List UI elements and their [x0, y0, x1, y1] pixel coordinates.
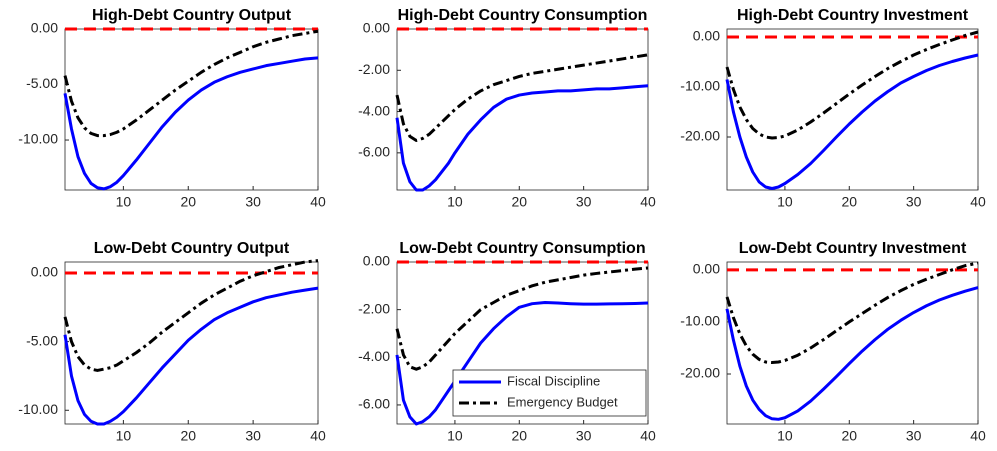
chart-title: High-Debt Country Investment [737, 7, 969, 24]
x-tick-label: 10 [447, 194, 463, 210]
series-line [63, 29, 319, 138]
y-tick-label: 0.00 [31, 20, 58, 36]
x-tick-label: 30 [576, 194, 592, 210]
chart-title: Low-Debt Country Output [94, 240, 290, 257]
x-tick-label: 40 [970, 194, 986, 210]
x-tick-label: 10 [116, 194, 132, 210]
x-tick-label: 40 [310, 428, 326, 444]
y-tick-label: -2.00 [358, 61, 390, 77]
series-line [63, 56, 319, 191]
series-line [725, 30, 979, 140]
x-tick-label: 30 [906, 428, 922, 444]
y-tick-label: -2.00 [358, 300, 390, 316]
x-tick-label: 10 [447, 428, 463, 444]
x-tick-label: 40 [640, 428, 656, 444]
y-tick-label: 0.00 [31, 264, 58, 280]
y-tick-label: -10.00 [680, 313, 720, 329]
y-tick-label: -10.00 [18, 131, 58, 147]
series-line [63, 286, 319, 426]
x-tick-label: 30 [906, 194, 922, 210]
y-tick-label: -6.00 [358, 144, 390, 160]
series-line [395, 301, 649, 426]
chart-title: High-Debt Country Consumption [398, 7, 648, 24]
x-tick-label: 20 [180, 194, 196, 210]
y-tick-label: -10.00 [18, 401, 58, 417]
series-line [395, 266, 649, 371]
axes-box [726, 261, 979, 425]
x-tick-label: 30 [576, 428, 592, 444]
x-tick-label: 20 [511, 428, 527, 444]
series-line [725, 286, 979, 421]
y-tick-label: 0.00 [363, 253, 390, 269]
series-line [725, 53, 979, 190]
x-tick-label: 20 [180, 428, 196, 444]
y-tick-label: -20.00 [680, 365, 720, 381]
axes-box [396, 28, 649, 191]
series-line [725, 261, 979, 365]
x-tick-label: 20 [841, 428, 857, 444]
legend-label: Emergency Budget [507, 394, 618, 409]
y-tick-label: -20.00 [680, 128, 720, 144]
y-tick-label: 0.00 [693, 28, 720, 44]
chart-title: Low-Debt Country Consumption [399, 240, 645, 257]
y-tick-label: -10.00 [680, 78, 720, 94]
legend-box [452, 369, 647, 417]
x-tick-label: 20 [841, 194, 857, 210]
axes-box [64, 28, 319, 191]
x-tick-label: 40 [970, 428, 986, 444]
chart-title: Low-Debt Country Investment [739, 240, 967, 257]
y-tick-label: -6.00 [358, 396, 390, 412]
series-line [395, 84, 649, 192]
y-tick-label: -4.00 [358, 348, 390, 364]
y-tick-label: -5.00 [26, 75, 58, 91]
x-tick-label: 40 [640, 194, 656, 210]
axes-box [726, 28, 979, 191]
x-tick-label: 20 [511, 194, 527, 210]
y-tick-label: 0.00 [363, 20, 390, 36]
legend-label: Fiscal Discipline [507, 373, 600, 388]
y-tick-label: -5.00 [26, 332, 58, 348]
x-tick-label: 10 [116, 428, 132, 444]
x-tick-label: 40 [310, 194, 326, 210]
axes-box [64, 261, 319, 425]
x-tick-label: 10 [777, 194, 793, 210]
y-tick-label: 0.00 [693, 261, 720, 277]
series-line [395, 53, 649, 142]
x-tick-label: 10 [777, 428, 793, 444]
x-tick-label: 30 [245, 194, 261, 210]
y-tick-label: -4.00 [358, 102, 390, 118]
x-tick-label: 30 [245, 428, 261, 444]
chart-title: High-Debt Country Output [92, 7, 292, 24]
